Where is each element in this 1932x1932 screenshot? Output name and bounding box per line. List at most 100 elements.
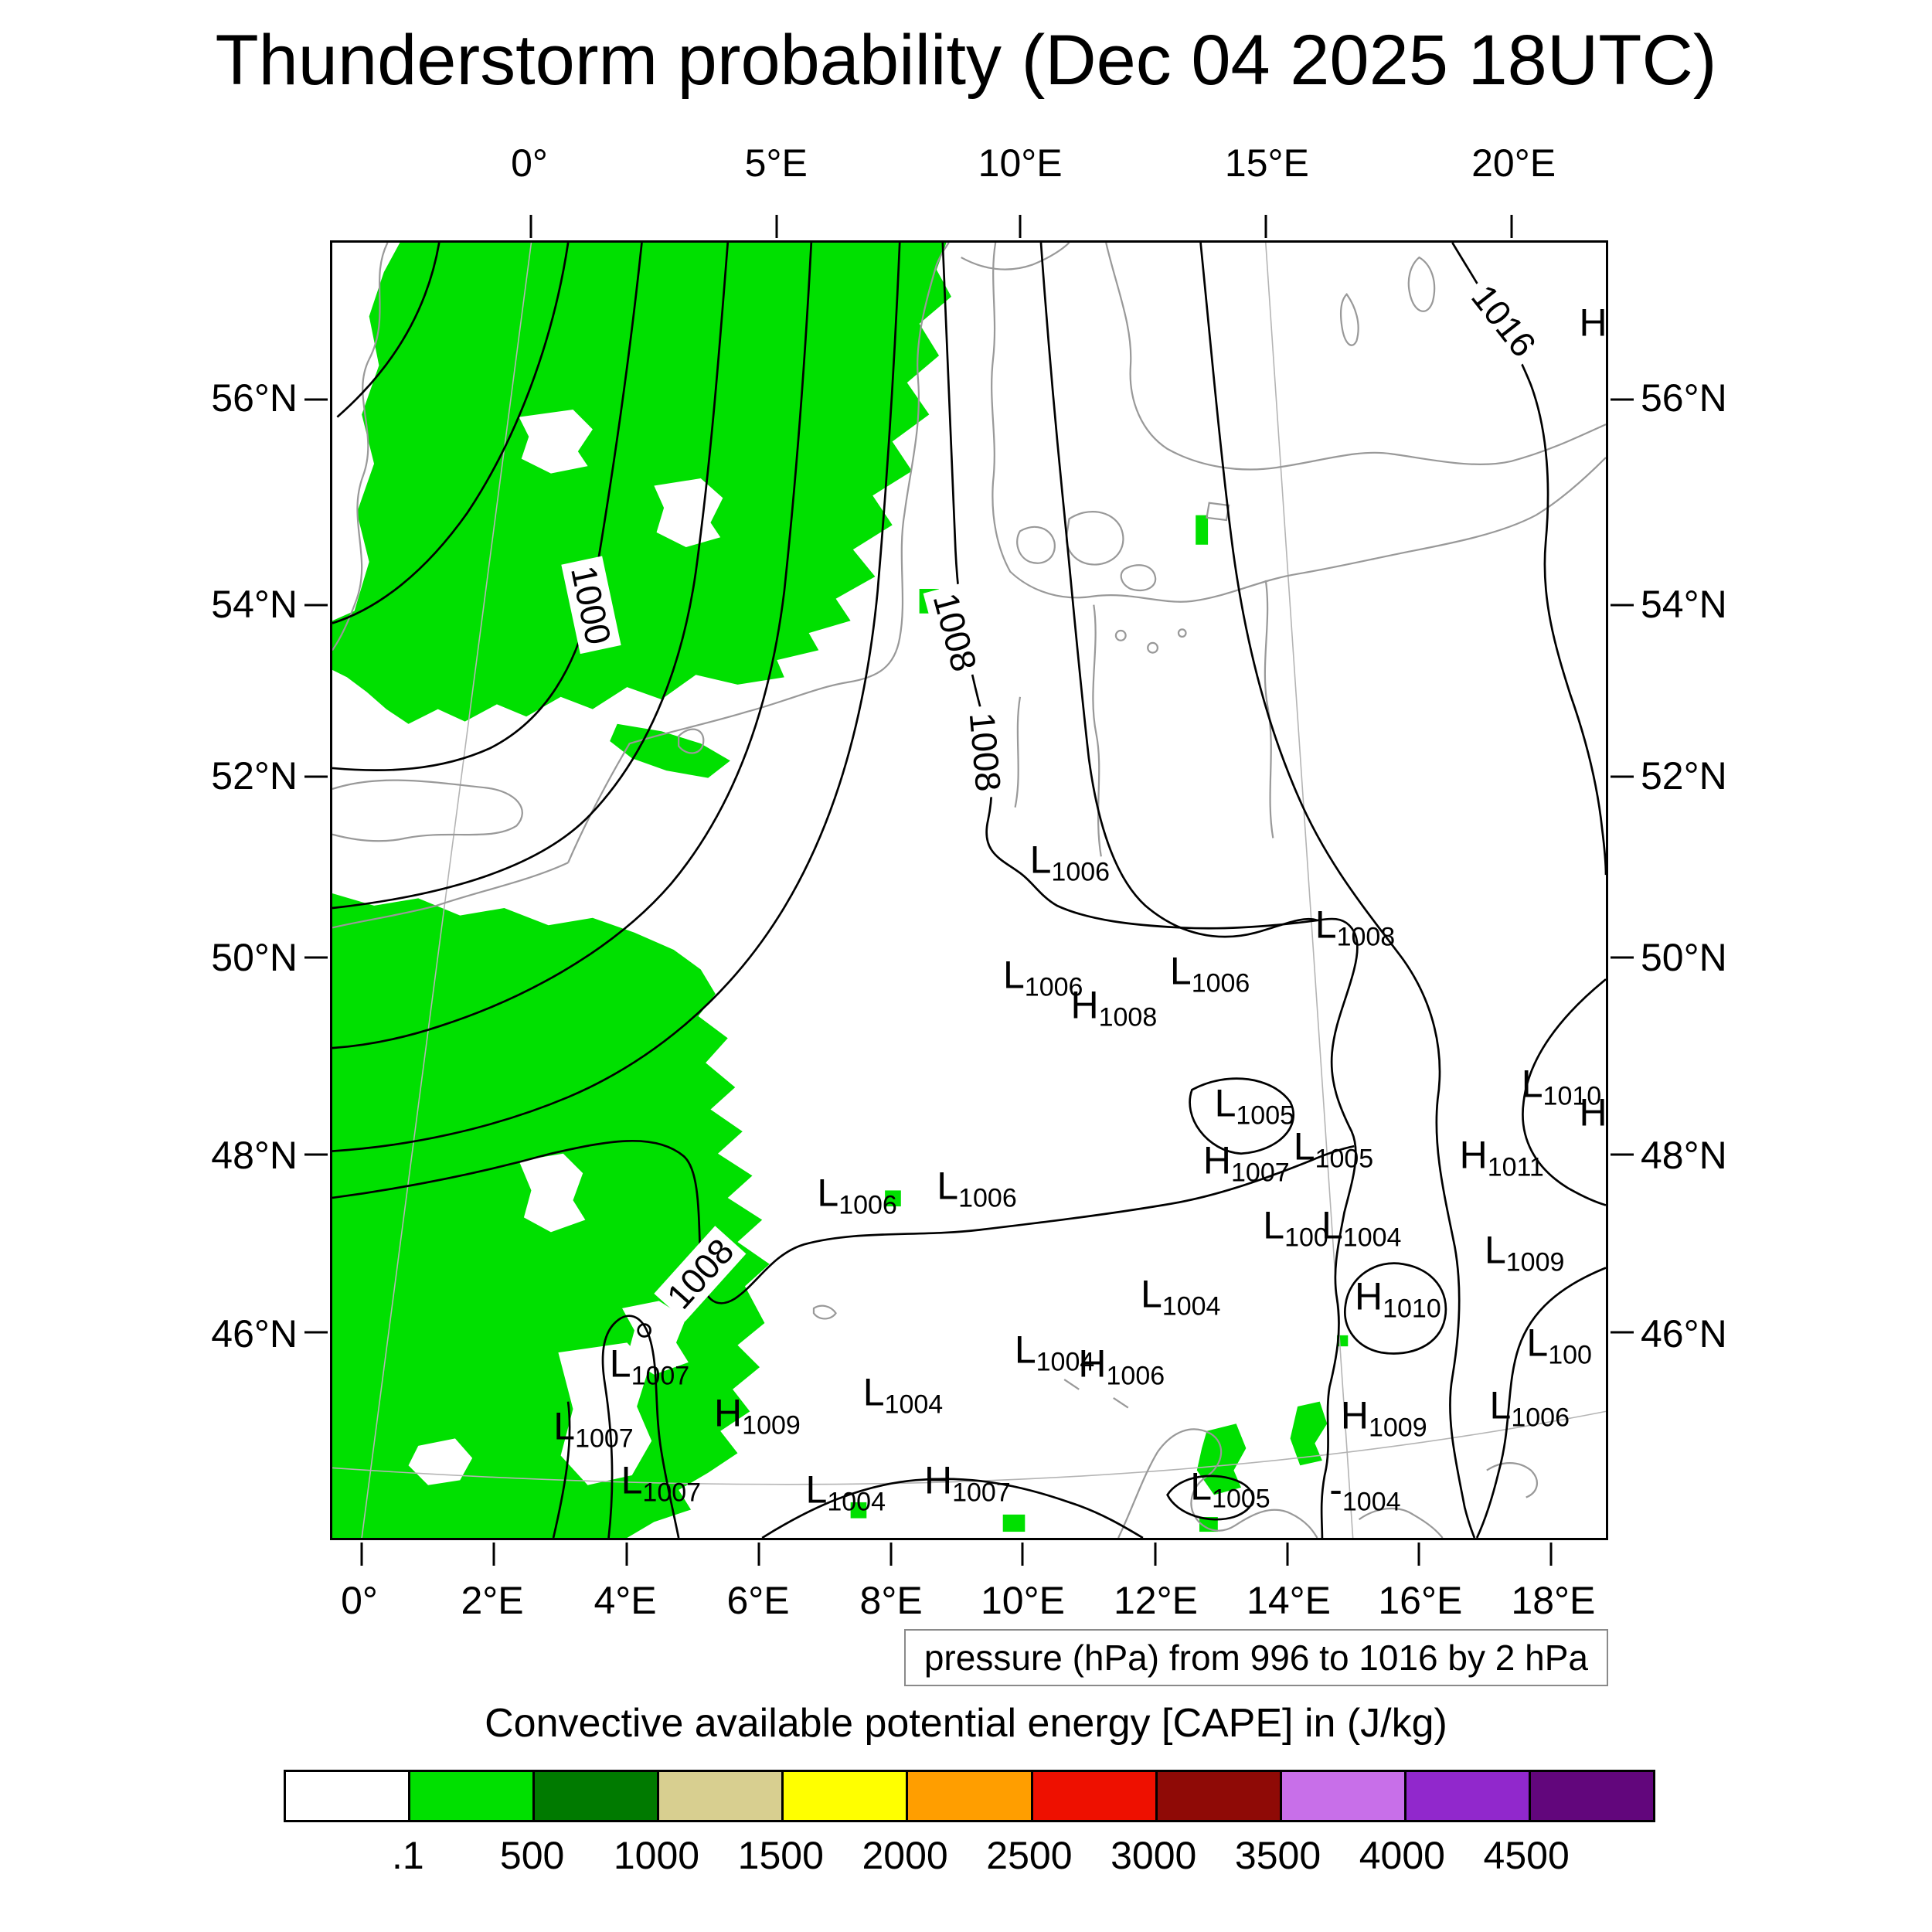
pressure-center-letter: L [1293,1124,1315,1168]
axis-label-right: 50°N [1641,936,1727,980]
axis-label-bottom: 14°E [1247,1579,1331,1622]
pressure-center-high: H1011 [1460,1136,1544,1181]
pressure-center-value: 1006 [958,1183,1017,1213]
pressure-center-value: 1007 [642,1478,702,1508]
axis-label-right: 56°N [1641,376,1727,420]
colorbar [284,1770,1655,1822]
pressure-center-letter: H [1070,983,1099,1027]
pressure-center-letter: L [1263,1203,1285,1247]
tick-bottom [889,1543,893,1566]
pressure-legend-text: pressure (hPa) from 996 to 1016 by 2 hPa [923,1638,1588,1678]
tick-right [1611,1331,1634,1334]
axis-label-left: 48°N [211,1134,298,1178]
pressure-center-value: 1006 [1106,1361,1165,1391]
pressure-center-low: -1004 [1329,1468,1400,1515]
pressure-center-low: L1004 [806,1470,886,1515]
pressure-center-value: 1004 [1036,1347,1095,1377]
pressure-center-letter: - [1329,1468,1342,1512]
pressure-center-letter: L [1140,1272,1162,1316]
axis-label-bottom: 18°E [1511,1579,1596,1622]
tick-right [1611,956,1634,959]
pressure-center-low: L1004 [1140,1272,1220,1319]
pressure-center-value: 1004 [827,1487,886,1517]
pressure-center-high: H1007 [924,1461,1011,1505]
tick-top [1510,215,1513,238]
axis-label-bottom: 4°E [594,1579,657,1622]
axis-label-bottom: 8°E [859,1579,923,1622]
pressure-center-letter: H [1078,1342,1107,1386]
pressure-center-value: 1006 [1051,857,1111,887]
pressure-center-letter: L [553,1404,576,1448]
pressure-center-high: H1009 [714,1393,801,1438]
pressure-center-value: 1006 [1024,972,1083,1002]
tick-bottom [1286,1543,1289,1566]
tick-bottom [1021,1543,1024,1566]
pressure-center-value: 1008 [1336,922,1396,952]
colorbar-cell [410,1772,536,1820]
pressure-center-low: L1006 [817,1171,896,1218]
pressure-center-letter: L [1169,949,1192,993]
axis-right: 56°N 54°N 52°N 50°N 48°N 46°N [1641,240,1832,1540]
tick-bottom [492,1543,495,1566]
axis-label-bottom: 12°E [1113,1579,1198,1622]
pressure-center-value: 1011 [1487,1152,1544,1182]
pressure-center-high: H1009 [1341,1396,1427,1441]
colorbar-label: .1 [391,1834,424,1877]
tick-left [304,398,328,401]
pressure-center-letter: H [1354,1274,1383,1318]
colorbar-title: Convective available potential energy [C… [485,1701,1447,1746]
pressure-center-letter: L [1489,1383,1512,1427]
colorbar-cell [659,1772,784,1820]
colorbar-cell [1032,1772,1158,1820]
pressure-centers: L1006 L1008 L1006 H1008 L1006 L1005 L1005 H1007… [332,243,1606,1538]
axis-label-top: 20°E [1471,141,1556,185]
pressure-center-letter: L [1014,1328,1036,1372]
pressure-center-letter: L [817,1171,839,1215]
pressure-center-low: L1006 [1489,1383,1570,1430]
tick-top [1264,215,1267,238]
pressure-center-low: L100 [1526,1324,1592,1369]
pressure-center-low: L1005 [1293,1124,1373,1172]
colorbar-cell [908,1772,1033,1820]
map-frame: 1000 1008 1008 1016 1008 L1006 L1008 L1006 H100… [304,215,1634,1566]
pressure-center-letter: L [862,1370,885,1414]
pressure-center-low: L1007 [621,1461,701,1505]
pressure-center-value: 100 [1284,1223,1328,1253]
pressure-center-value: 1006 [1191,968,1250,998]
pressure-center-low: L1006 [937,1167,1016,1212]
pressure-center-value: 1005 [1212,1484,1270,1514]
pressure-center-letter: H [1202,1138,1231,1182]
pressure-center-letter: L [1315,903,1337,947]
colorbar-cell [784,1772,909,1820]
pressure-center-high: H1006 [1078,1342,1165,1389]
tick-bottom [360,1543,363,1566]
colorbar-cell [1406,1772,1531,1820]
pressure-center-letter: H [1579,301,1606,345]
axis-label-top: 10°E [978,141,1063,185]
tick-right [1611,1153,1634,1156]
chart-title: Thunderstorm probability (Dec 04 2025 18… [215,21,1717,100]
pressure-center-value: 1007 [952,1478,1011,1508]
pressure-center-high: H1010 [1354,1274,1441,1321]
pressure-center-low: L1007 [553,1404,633,1451]
axis-label-left: 56°N [211,376,298,420]
pressure-center-high: H [1579,303,1606,342]
pressure-center-high: H [1579,1093,1606,1131]
pressure-center-letter: L [609,1342,631,1386]
axis-bottom: 0° 2°E 4°E 6°E 8°E 10°E 12°E 14°E 16°E 18°E [330,1578,1608,1626]
pressure-center-low: L1009 [1485,1230,1564,1275]
pressure-center-low: L1004 [862,1370,943,1417]
axis-label-right: 48°N [1641,1134,1727,1178]
pressure-center-letter: H [1579,1090,1606,1134]
pressure-center-low: L1007 [609,1342,689,1389]
axis-top: 0° 5°E 10°E 15°E 20°E [330,141,1608,189]
colorbar-cell [286,1772,411,1820]
pressure-center-value: 1010 [1543,1081,1602,1111]
pressure-center-low: L1005 [1190,1468,1270,1512]
pressure-center-low: L1008 [1315,903,1395,950]
pressure-center-value: 1006 [838,1190,897,1220]
pressure-center-letter: L [1521,1062,1543,1106]
tick-right [1611,398,1634,401]
map-canvas [332,243,1606,1538]
